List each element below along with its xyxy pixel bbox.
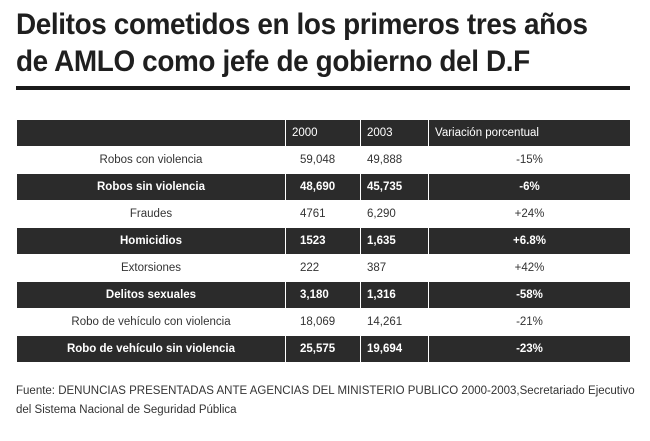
source-text: DENUNCIAS PRESENTADAS ANTE AGENCIAS DEL … <box>16 385 635 416</box>
value-2003: 387 <box>360 254 429 282</box>
row-label: Extorsiones <box>16 254 286 282</box>
value-change: +24% <box>428 200 631 228</box>
row-label: Homicidios <box>16 227 286 255</box>
table-row: Robo de vehículo sin violencia 25,575 19,6… <box>16 335 631 363</box>
table-row: Robos sin violencia 48,690 45,735 -6% <box>16 173 631 201</box>
row-label: Fraudes <box>16 200 286 228</box>
value-2003: 6,290 <box>360 200 429 228</box>
table-row: Robos con violencia 59,048 49,888 -15% <box>16 146 631 174</box>
row-label: Robo de vehículo sin violencia <box>16 335 286 363</box>
header-label-cell <box>16 119 286 147</box>
row-label: Robos sin violencia <box>16 173 286 201</box>
header-2003: 2003 <box>360 119 429 147</box>
value-2003: 14,261 <box>360 308 429 336</box>
crime-table: 2000 2003 Variación porcentual Robos con… <box>16 119 631 363</box>
row-label: Robo de vehículo con violencia <box>16 308 286 336</box>
value-2000: 59,048 <box>285 146 361 174</box>
value-change: -23% <box>428 335 631 363</box>
table-row: Fraudes 4761 6,290 +24% <box>16 200 631 228</box>
value-change: +6.8% <box>428 227 631 255</box>
value-2000: 18,069 <box>285 308 361 336</box>
value-change: -6% <box>428 173 631 201</box>
row-label: Robos con violencia <box>16 146 286 174</box>
source-note: Fuente: DENUNCIAS PRESENTADAS ANTE AGENC… <box>16 382 636 420</box>
value-2003: 1,635 <box>360 227 429 255</box>
value-2000: 4761 <box>285 200 361 228</box>
title-divider <box>16 86 630 90</box>
value-change: +42% <box>428 254 631 282</box>
value-change: -58% <box>428 281 631 309</box>
table-row: Delitos sexuales 3,180 1,316 -58% <box>16 281 631 309</box>
table-header-row: 2000 2003 Variación porcentual <box>16 119 631 147</box>
value-2000: 25,575 <box>285 335 361 363</box>
value-change: -21% <box>428 308 631 336</box>
header-variacion: Variación porcentual <box>428 119 631 147</box>
table-row: Extorsiones 222 387 +42% <box>16 254 631 282</box>
value-change: -15% <box>428 146 631 174</box>
value-2000: 1523 <box>285 227 361 255</box>
value-2000: 3,180 <box>285 281 361 309</box>
header-2000: 2000 <box>285 119 361 147</box>
source-prefix: Fuente: <box>16 385 59 397</box>
value-2003: 45,735 <box>360 173 429 201</box>
value-2000: 222 <box>285 254 361 282</box>
table-row: Robo de vehículo con violencia 18,069 14,2… <box>16 308 631 336</box>
value-2000: 48,690 <box>285 173 361 201</box>
table-body: Robos con violencia 59,048 49,888 -15% Robos… <box>16 146 631 363</box>
value-2003: 1,316 <box>360 281 429 309</box>
row-label: Delitos sexuales <box>16 281 286 309</box>
table-row: Homicidios 1523 1,635 +6.8% <box>16 227 631 255</box>
chart-title: Delitos cometidos en los primeros tres a… <box>16 8 588 78</box>
value-2003: 49,888 <box>360 146 429 174</box>
value-2003: 19,694 <box>360 335 429 363</box>
